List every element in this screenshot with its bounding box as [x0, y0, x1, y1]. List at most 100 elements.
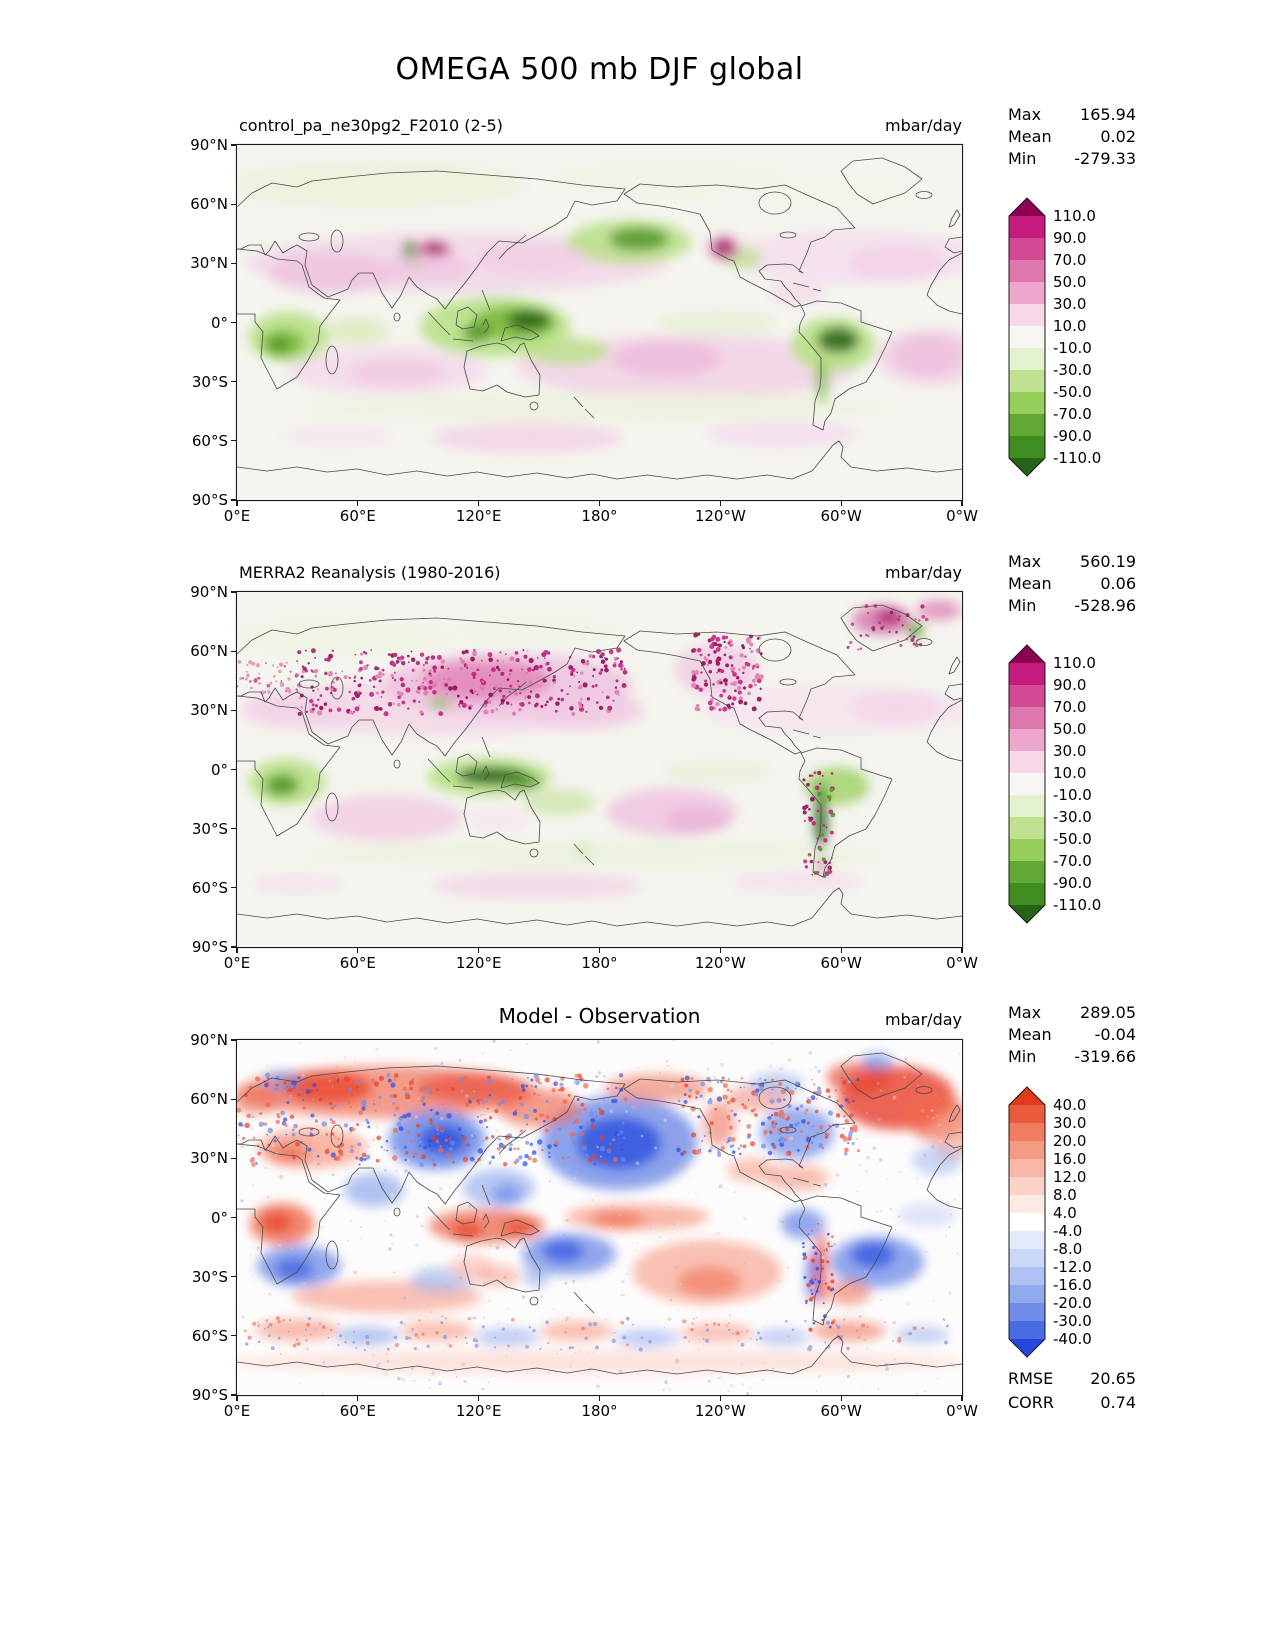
y-axis-tick-label: 60°S — [191, 431, 228, 450]
x-axis-tick-label: 60°W — [820, 1402, 862, 1420]
x-axis-tick-label: 0°W — [946, 1402, 978, 1420]
x-axis-tick-label: 120°E — [455, 1402, 502, 1420]
colorbar-tick-label: -40.0 — [1053, 1330, 1092, 1348]
y-axis-tick-label: 0° — [210, 313, 228, 332]
x-axis-tick-label: 0°W — [946, 507, 978, 525]
x-axis-tick — [478, 947, 480, 953]
y-axis-tick — [231, 1394, 237, 1396]
map-field-svg — [237, 1040, 962, 1395]
stat-value: 0.06 — [1100, 574, 1136, 593]
colorbar-tick-label: -30.0 — [1053, 361, 1092, 379]
stat-label: CORR — [1008, 1393, 1054, 1412]
colorbar-tick-label: -90.0 — [1053, 427, 1092, 445]
colorbar-tick-label: 110.0 — [1053, 207, 1096, 225]
colorbar-difference: 40.0 30.0 20.0 16.0 12.0 8.0 4.0 -4.0 -8.0 -12.0-… — [1008, 1085, 1158, 1363]
x-axis-tick-label: 120°E — [455, 507, 502, 525]
stat-label: Max — [1008, 105, 1042, 124]
y-axis-tick-label: 30°S — [191, 372, 228, 391]
colorbar-tick-label: 12.0 — [1053, 1168, 1086, 1186]
colorbar-tick-label: 30.0 — [1053, 1114, 1086, 1132]
x-axis-tick — [236, 1395, 238, 1401]
x-axis-tick — [840, 500, 842, 506]
map-field-svg — [237, 145, 962, 500]
y-axis-tick — [231, 1335, 237, 1337]
units-label: mbar/day — [885, 116, 962, 135]
y-axis-tick-label: 60°S — [191, 878, 228, 897]
y-axis-tick-label: 90°S — [191, 1386, 228, 1404]
colorbar-tick-label: -16.0 — [1053, 1276, 1092, 1294]
colorbar-svg: 40.030.020.016.012.08.04.0-4.0-8.0-12.0-… — [1008, 1086, 1092, 1358]
y-axis-tick-label: 60°N — [190, 195, 228, 214]
colorbar-tick-label: 20.0 — [1053, 1132, 1086, 1150]
colorbar-tick-label: 10.0 — [1053, 317, 1086, 335]
y-axis-tick — [231, 1098, 237, 1100]
y-axis-tick-label: 90°N — [190, 136, 228, 154]
panel-stats: Max 560.19 Mean 0.06 Min -528.96 — [1008, 551, 1136, 617]
panel-stats: Max 289.05 Mean -0.04 Min -319.66 — [1008, 1002, 1136, 1068]
y-axis-tick-label: 90°N — [190, 1031, 228, 1049]
x-axis-tick — [961, 947, 963, 953]
colorbar-tick-label: -20.0 — [1053, 1294, 1092, 1312]
colorbar-tick-label: -110.0 — [1053, 896, 1101, 914]
y-axis-tick — [231, 262, 237, 264]
x-axis-tick — [961, 1395, 963, 1401]
x-axis-tick — [961, 500, 963, 506]
stat-value: 560.19 — [1080, 552, 1136, 571]
colorbar-tick-label: 8.0 — [1053, 1186, 1077, 1204]
x-axis-tick-label: 0°E — [223, 954, 251, 972]
units-label: mbar/day — [885, 1010, 962, 1029]
stat-value: 0.02 — [1100, 127, 1136, 146]
stat-value: 20.65 — [1090, 1369, 1136, 1388]
y-axis-tick — [231, 1039, 237, 1041]
y-axis-tick — [231, 887, 237, 889]
coastlines — [237, 157, 962, 480]
y-axis-tick — [231, 499, 237, 501]
x-axis-tick-label: 0°E — [223, 1402, 251, 1420]
colorbar-tick-label: 110.0 — [1053, 654, 1096, 672]
colorbar-tick-label: 70.0 — [1053, 251, 1086, 269]
x-axis-tick — [478, 1395, 480, 1401]
colorbar-tick-label: -30.0 — [1053, 808, 1092, 826]
map-reanalysis — [237, 592, 962, 947]
x-axis-tick — [598, 500, 601, 506]
y-axis-tick-label: 30°S — [191, 819, 228, 838]
x-axis-tick — [236, 947, 238, 953]
colorbar-tick-label: -50.0 — [1053, 383, 1092, 401]
y-axis-tick-label: 0° — [210, 1208, 228, 1227]
x-axis-tick — [598, 1395, 601, 1401]
x-axis-tick-label: 60°W — [820, 954, 862, 972]
panel-subtitle: MERRA2 Reanalysis (1980-2016) — [239, 563, 501, 582]
y-axis-tick-label: 90°N — [190, 583, 228, 601]
colorbar-tick-label: -12.0 — [1053, 1258, 1092, 1276]
colorbar-tick-label: 30.0 — [1053, 295, 1086, 313]
colorbar-tick-label: -8.0 — [1053, 1240, 1082, 1258]
colorbar-tick-label: 50.0 — [1053, 720, 1086, 738]
map-model — [237, 145, 962, 500]
colorbar-tick-label: 40.0 — [1053, 1096, 1086, 1114]
colorbar-model: 110.0 90.0 70.0 50.0 30.0 10.0 -10.0 -30.0 -50.0… — [1008, 196, 1158, 482]
y-axis-tick — [231, 709, 237, 711]
colorbar-tick-label: 90.0 — [1053, 229, 1086, 247]
x-axis-tick — [840, 1395, 842, 1401]
x-axis-tick — [719, 500, 721, 506]
coastlines — [237, 604, 962, 927]
y-axis-tick-label: 60°S — [191, 1326, 228, 1345]
colorbar-tick-label: -30.0 — [1053, 1312, 1092, 1330]
colorbar-svg: 110.0 90.0 70.0 50.0 30.0 10.0 -10.0 -30.0 -50.0… — [1008, 644, 1101, 924]
x-axis-tick-label: 180° — [581, 507, 618, 525]
x-axis-tick — [598, 947, 601, 953]
x-axis-tick-label: 180° — [581, 1402, 618, 1420]
y-axis-tick — [231, 144, 237, 146]
stat-label: Mean — [1008, 1025, 1052, 1044]
x-axis-tick — [478, 500, 480, 506]
y-axis-tick — [231, 1276, 237, 1278]
y-axis-tick — [231, 1157, 237, 1159]
stat-label: Max — [1008, 1003, 1042, 1022]
colorbar-reanalysis: 110.0 90.0 70.0 50.0 30.0 10.0 -10.0 -30.0 -50.0… — [1008, 643, 1158, 929]
x-axis-tick-label: 120°W — [694, 954, 746, 972]
x-axis-tick — [236, 500, 238, 506]
colorbar-svg: 110.0 90.0 70.0 50.0 30.0 10.0 -10.0 -30.0 -50.0… — [1008, 197, 1101, 477]
